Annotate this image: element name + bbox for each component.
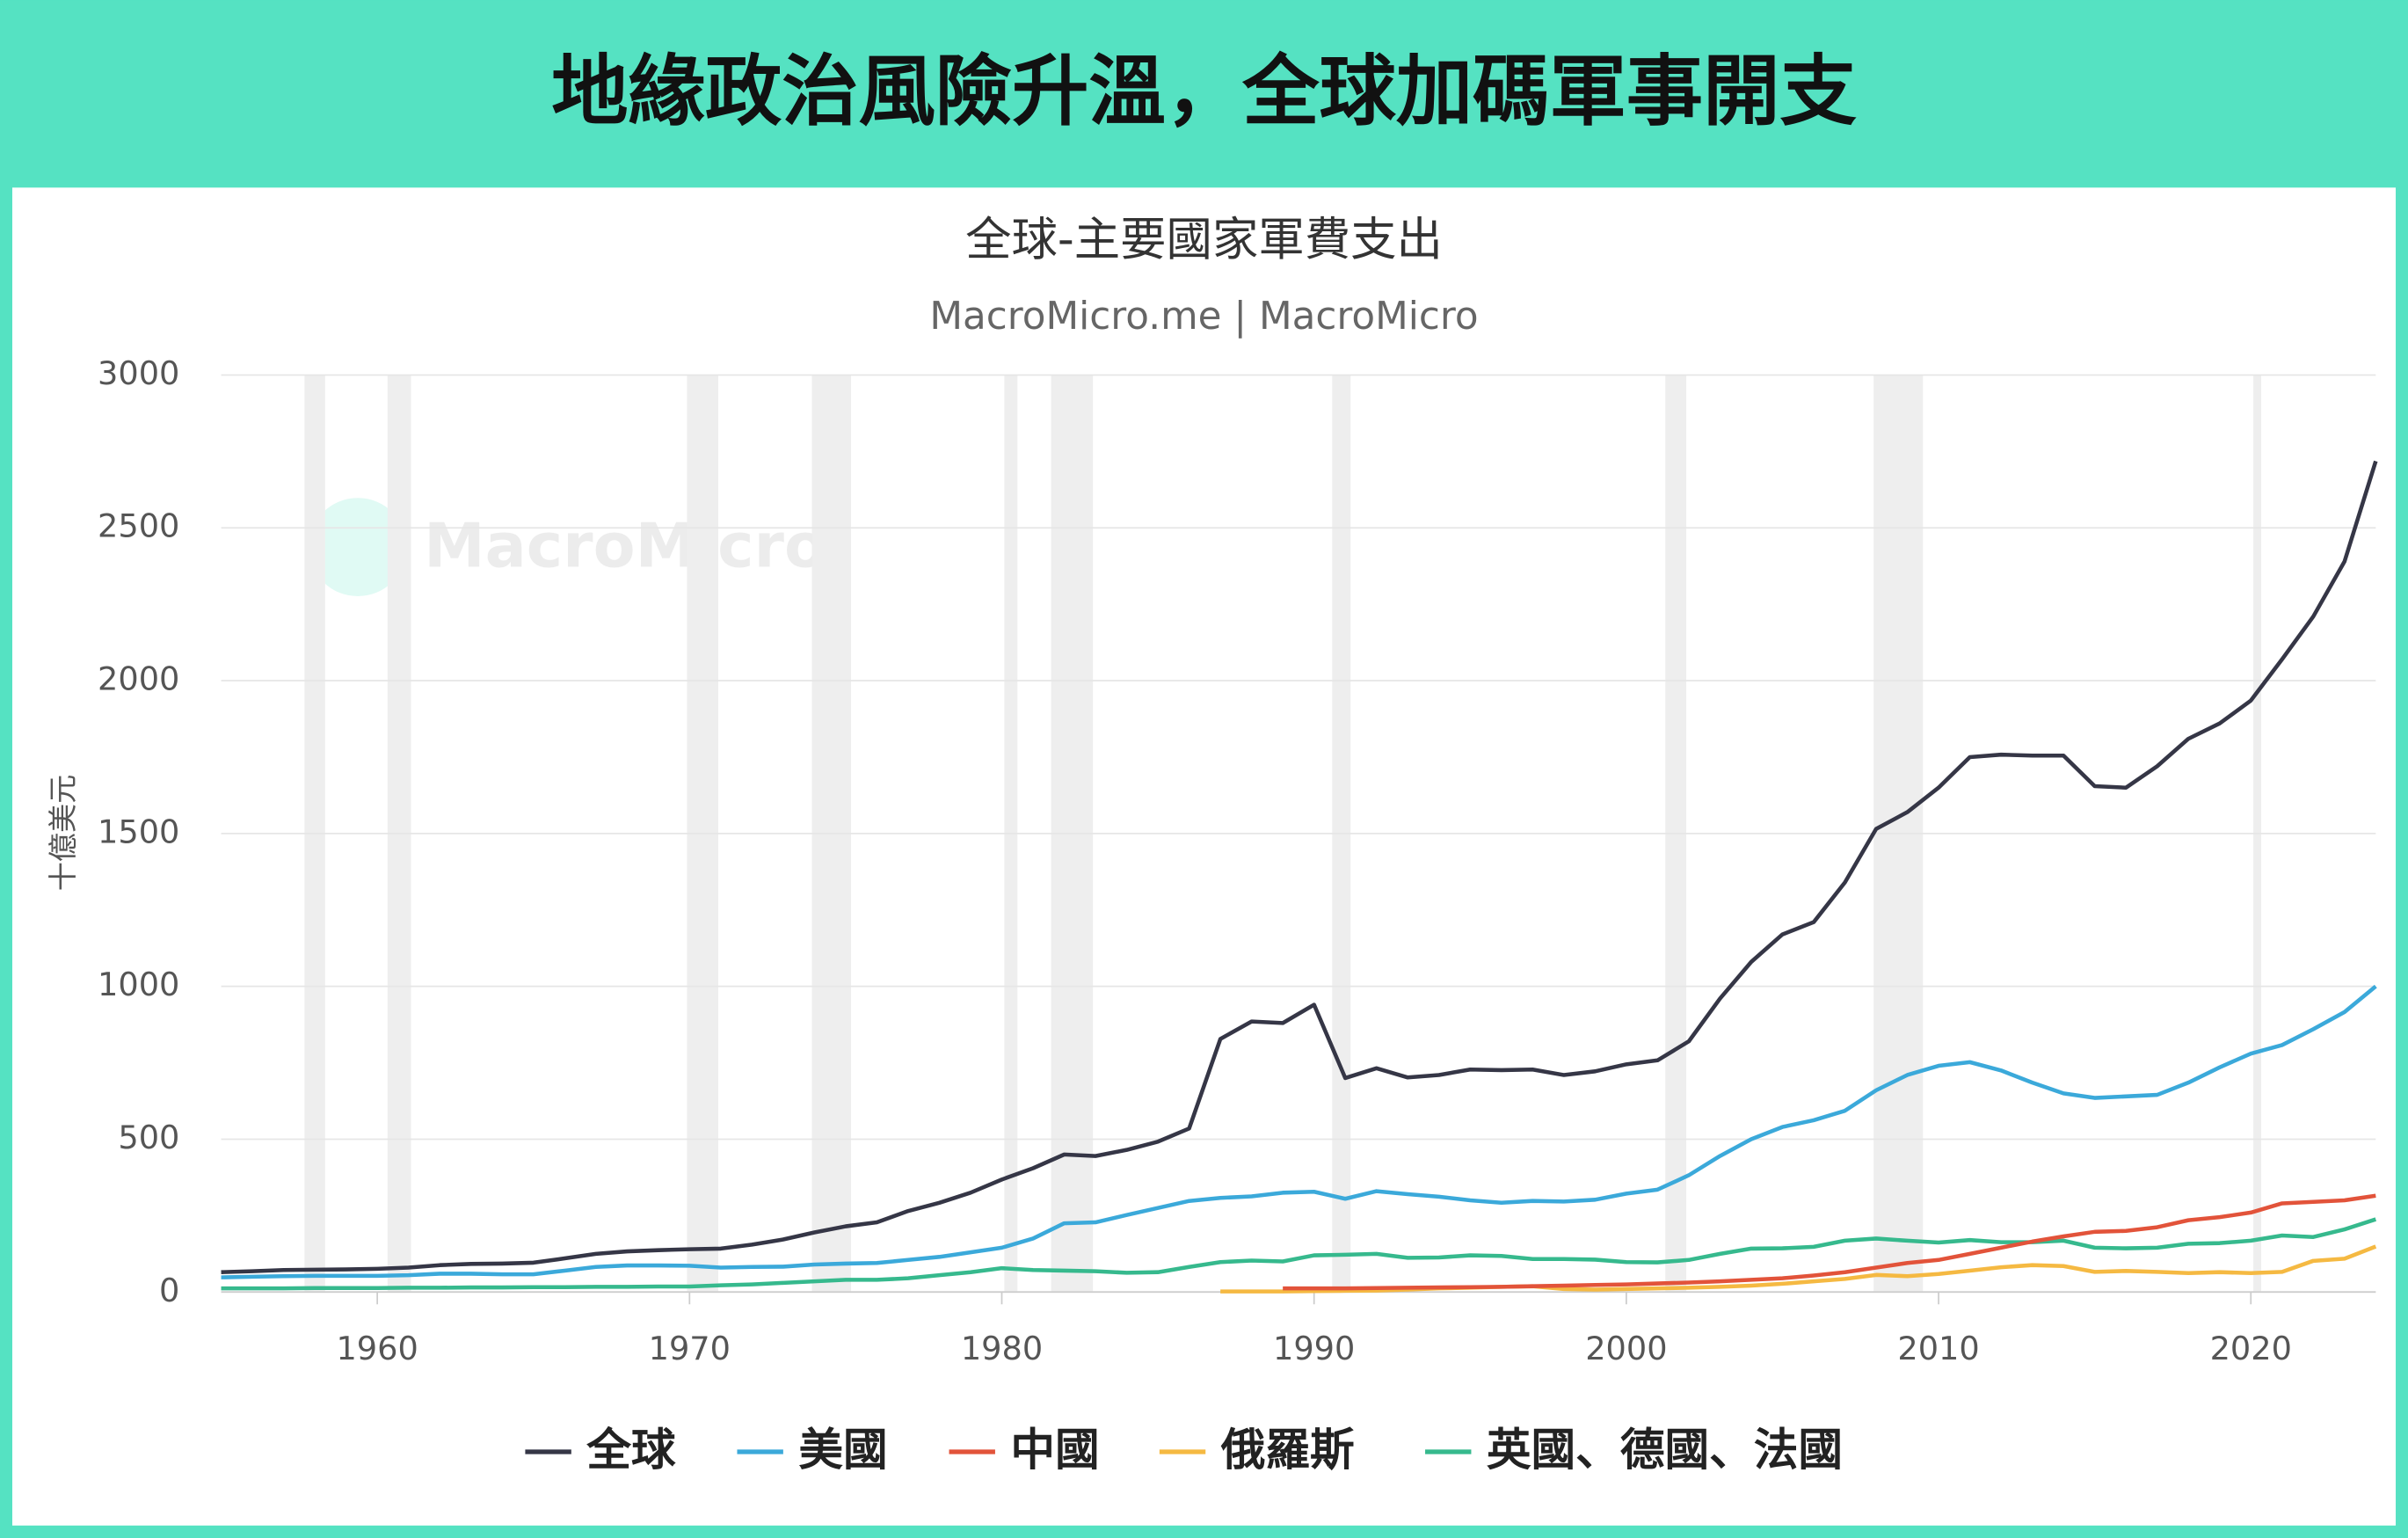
y-tick-label: 0 [159, 1272, 179, 1309]
y-axis-label: 十億美元 [46, 775, 80, 892]
watermark: MacroMicro [424, 511, 826, 582]
y-tick-label: 1500 [98, 813, 179, 850]
legend-label: 中國 [1010, 1424, 1099, 1476]
x-tick-label: 2010 [1897, 1330, 1979, 1367]
legend-label: 全球 [586, 1424, 676, 1476]
series-line [221, 1217, 2377, 1291]
x-tick-label: 2020 [2210, 1330, 2292, 1367]
series-line [221, 984, 2377, 1279]
series-line [1283, 1193, 2376, 1291]
x-tick-label: 1990 [1273, 1330, 1355, 1367]
header-title: 地緣政治風險升溫，全球加碼軍事開支 [551, 47, 1857, 136]
y-tick-label: 500 [118, 1119, 179, 1156]
y-tick-label: 3000 [98, 354, 179, 392]
chart-subtitle: MacroMicro.me | MacroMicro [929, 294, 1478, 339]
y-tick-label: 2000 [98, 660, 179, 698]
x-tick-label: 2000 [1585, 1330, 1667, 1367]
chart-title: 全球-主要國家軍費支出 [965, 213, 1443, 266]
x-tick-label: 1980 [961, 1330, 1043, 1367]
x-tick-label: 1970 [649, 1330, 731, 1367]
legend-label: 美國 [798, 1424, 887, 1476]
y-tick-label: 1000 [98, 966, 179, 1003]
watermark-logo [309, 498, 407, 596]
x-tick-label: 1960 [336, 1330, 418, 1367]
legend-label: 俄羅斯 [1220, 1424, 1355, 1476]
series-line [221, 460, 2378, 1274]
legend: 全球 美國 中國 俄羅斯 英國、德國、法國 [525, 1424, 1843, 1476]
y-tick-label: 2500 [98, 507, 179, 545]
plot: 0 500 1000 1500 2000 2500 3000 1960 1970 1980 1990… [98, 354, 2378, 1367]
panel [11, 187, 2397, 1526]
legend-label: 英國、德國、法國 [1487, 1424, 1843, 1476]
